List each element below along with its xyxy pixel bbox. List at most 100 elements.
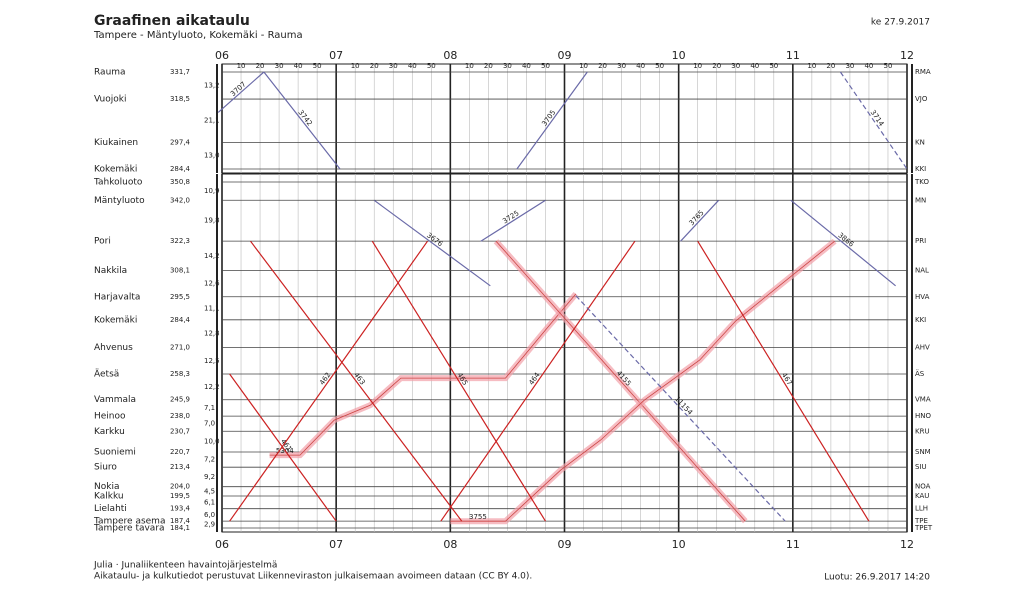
station-km: 295,5	[170, 293, 190, 301]
train-number: 3755	[469, 513, 487, 521]
train-number: 11154	[673, 395, 694, 417]
segment-length: 10,9	[204, 187, 220, 195]
minute-label: 10	[579, 62, 588, 70]
station-km: 230,7	[170, 427, 190, 435]
minute-label: 30	[731, 62, 740, 70]
hour-label: 06	[215, 538, 229, 551]
segment-length: 11,1	[204, 304, 220, 312]
station-code: ÄS	[915, 369, 925, 378]
segment-length: 9,2	[204, 473, 215, 481]
station-code: LLH	[915, 505, 928, 513]
train-path	[373, 199, 491, 287]
train-path	[480, 199, 546, 242]
segment-length: 14,2	[204, 252, 220, 260]
hour-label: 06	[215, 49, 229, 62]
train-path	[450, 238, 837, 525]
hour-label: 07	[329, 49, 343, 62]
minute-label: 10	[351, 62, 360, 70]
minute-label: 50	[884, 62, 893, 70]
station-name: Vammala	[94, 395, 136, 405]
station-km: 199,5	[170, 492, 190, 500]
minute-label: 10	[693, 62, 702, 70]
segment-length: 10,0	[204, 438, 220, 446]
minute-label: 50	[427, 62, 436, 70]
segment-length: 13,2	[204, 82, 220, 90]
station-code: SNM	[915, 448, 931, 456]
segment-length: 7,1	[204, 404, 215, 412]
minute-label: 10	[807, 62, 816, 70]
station-code: NOA	[915, 483, 931, 491]
train-path-core	[450, 240, 835, 522]
station-code: KRU	[915, 427, 930, 435]
station-km: 258,3	[170, 370, 190, 378]
minute-label: 20	[256, 62, 265, 70]
subtitle: Tampere - Mäntyluoto, Kokemäki - Rauma	[93, 30, 303, 41]
station-code: VMA	[915, 396, 931, 404]
hour-label: 08	[443, 538, 457, 551]
station-code: AHV	[915, 344, 930, 352]
station-code: NAL	[915, 267, 929, 275]
minute-label: 20	[370, 62, 379, 70]
train-path	[229, 240, 428, 522]
train-path	[229, 373, 337, 522]
station-km: 322,3	[170, 237, 190, 245]
title: Graafinen aikataulu	[94, 13, 250, 29]
segment-length: 21,1	[204, 117, 220, 125]
station-code: RMA	[915, 68, 931, 76]
station-name: Nokia	[94, 482, 119, 492]
station-name: Kiukainen	[94, 138, 138, 148]
station-km: 187,4	[170, 517, 191, 525]
station-km: 284,4	[170, 165, 191, 173]
station-km: 204,0	[170, 483, 190, 491]
station-name: Äetsä	[94, 368, 119, 379]
hour-label: 09	[558, 538, 572, 551]
station-km: 308,1	[170, 267, 190, 275]
station-name: Nakkila	[94, 266, 127, 276]
minute-label: 30	[389, 62, 398, 70]
station-name: Pori	[94, 237, 111, 247]
station-km: 245,9	[170, 396, 190, 404]
station-km: 220,7	[170, 448, 190, 456]
train-path-core	[269, 293, 577, 456]
minute-label: 50	[313, 62, 322, 70]
segment-length: 19,8	[204, 217, 220, 225]
train-path	[839, 71, 908, 170]
footer-line: Julia · Junaliikenteen havaintojärjestel…	[93, 561, 277, 571]
segment-length: 12,8	[204, 330, 220, 338]
minute-label: 20	[598, 62, 607, 70]
station-code: TPE	[914, 517, 928, 525]
station-code: MN	[915, 196, 926, 204]
hour-label: 07	[329, 538, 343, 551]
hour-label: 12	[900, 538, 914, 551]
minute-label: 10	[237, 62, 246, 70]
station-name: Lielahti	[94, 504, 127, 514]
minute-label: 40	[408, 62, 417, 70]
station-km: 342,0	[170, 196, 190, 204]
station-km: 238,0	[170, 412, 190, 420]
station-name: Heinoo	[94, 412, 126, 422]
station-code: HNO	[915, 412, 932, 420]
station-km: 193,4	[170, 505, 191, 513]
station-name: Kalkku	[94, 492, 124, 502]
station-name: Suoniemi	[94, 448, 136, 458]
minute-label: 40	[636, 62, 645, 70]
station-km: 271,0	[170, 344, 190, 352]
station-code: KN	[915, 138, 925, 146]
station-code: KKI	[915, 165, 926, 173]
station-name: Harjavalta	[94, 292, 140, 302]
minute-label: 40	[864, 62, 873, 70]
station-name: Tahkoluoto	[93, 178, 143, 188]
station-name: Mäntyluoto	[94, 196, 145, 206]
segment-length: 2,9	[204, 521, 215, 529]
segment-length: 12,2	[204, 383, 220, 391]
train-number: 3714	[869, 109, 886, 129]
station-code: KAU	[915, 492, 929, 500]
train-path	[790, 199, 896, 287]
hour-label: 10	[672, 538, 686, 551]
station-name: Siuro	[94, 463, 117, 473]
created: Luotu: 26.9.2017 14:20	[824, 573, 930, 583]
segment-length: 7,0	[204, 420, 215, 428]
station-name: Ahvenus	[94, 343, 133, 353]
segment-length: 7,2	[204, 456, 215, 464]
station-name: Karkku	[94, 427, 125, 437]
